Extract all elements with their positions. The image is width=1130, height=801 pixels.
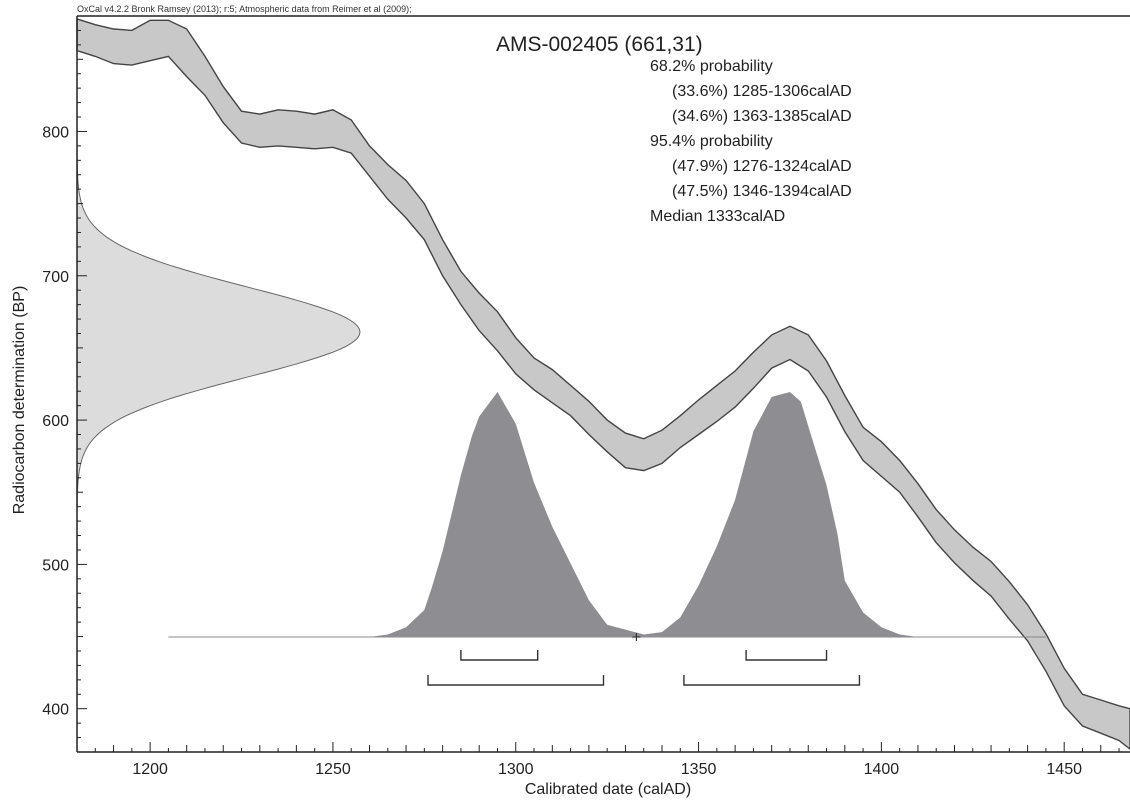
y-tick-label: 700: [42, 269, 69, 286]
measurement-distribution: [76, 152, 361, 512]
y-axis-label: Radiocarbon determination (BP): [11, 286, 28, 515]
result-line: (47.9%) 1276-1324calAD: [672, 158, 852, 175]
x-tick-label: 1350: [681, 761, 717, 778]
y-tick-label: 500: [42, 557, 69, 574]
y-tick-label: 600: [42, 413, 69, 430]
result-line: (47.5%) 1346-1394calAD: [672, 183, 852, 200]
result-line: (34.6%) 1363-1385calAD: [672, 108, 852, 125]
calibrated-distribution: [168, 392, 1046, 637]
range-bars-95: [427, 675, 861, 686]
y-tick-label: 800: [42, 124, 69, 141]
x-tick-label: 1250: [315, 761, 351, 778]
result-line: 95.4% probability: [650, 133, 773, 150]
calibration-curve: [76, 17, 1130, 750]
y-axis-ticks: 400 500 600 700 800: [42, 29, 87, 739]
range-bars-68: [460, 650, 828, 661]
x-tick-label: 1300: [498, 761, 534, 778]
results-text: 68.2% probability (33.6%) 1285-1306calAD…: [650, 58, 852, 225]
result-line: Median 1333calAD: [650, 208, 785, 225]
y-tick-label: 400: [42, 702, 69, 719]
range-bar-95: [683, 675, 861, 686]
x-tick-label: 1400: [864, 761, 900, 778]
range-bar-68: [460, 650, 539, 661]
result-line: (33.6%) 1285-1306calAD: [672, 83, 852, 100]
results-title: AMS-002405 (661,31): [496, 33, 703, 56]
header-text: OxCal v4.2.2 Bronk Ramsey (2013); r:5; A…: [77, 4, 412, 14]
x-axis-label: Calibrated date (calAD): [525, 781, 691, 798]
range-bar-68: [745, 650, 828, 661]
median-marker: [632, 633, 641, 641]
range-bar-95: [427, 675, 605, 686]
x-tick-label: 1450: [1046, 761, 1082, 778]
x-axis-ticks: 1200 1250 1300 1350 1400 1450: [94, 742, 1120, 778]
result-line: 68.2% probability: [650, 58, 773, 75]
x-tick-label: 1200: [132, 761, 168, 778]
calibration-band: [76, 17, 1130, 750]
